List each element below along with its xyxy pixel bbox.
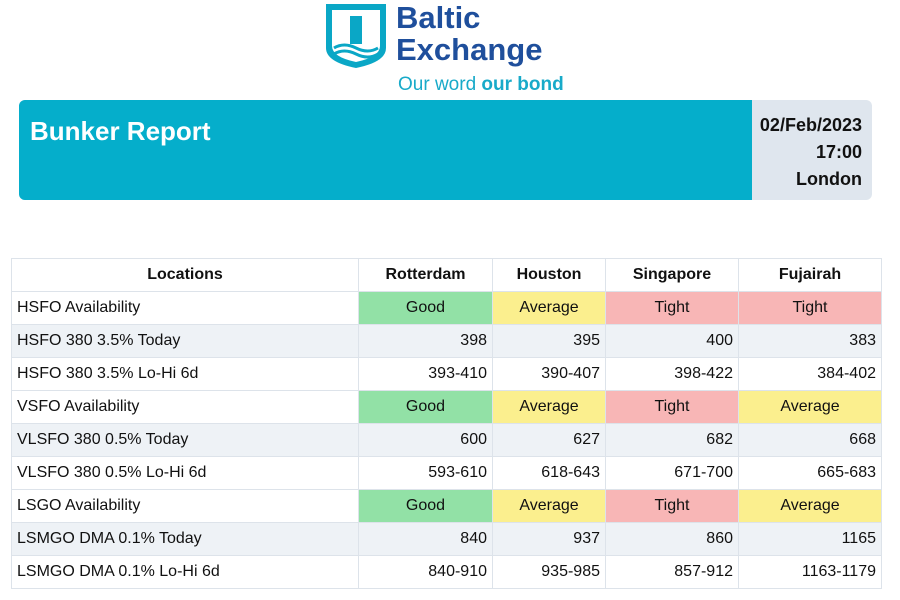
row-label: LSMGO DMA 0.1% Today [11,522,359,556]
row-label: VLSFO 380 0.5% Today [11,423,359,457]
table-row: VSFO Availability Good Average Tight Average [11,390,882,424]
table-row: HSFO 380 3.5% Lo-Hi 6d 393-410 390-407 398-… [11,357,882,391]
banner-location: London [796,169,862,189]
column-header: Locations [11,258,359,292]
availability-cell: Average [738,390,882,424]
banner-title: Bunker Report [30,116,211,146]
tagline-part: our bond [481,74,563,95]
price-cell: 671-700 [605,456,739,490]
row-label: VLSFO 380 0.5% Lo-Hi 6d [11,456,359,490]
banner-date: 02/Feb/2023 [759,115,862,135]
banner-meta: 02/Feb/2023 17:00 London [760,112,862,193]
availability-cell: Tight [605,390,739,424]
price-cell: 1163-1179 [738,555,882,589]
availability-cell: Tight [605,489,739,523]
header-row: Locations Rotterdam Houston Singapore Fujair… [11,258,882,292]
row-label: HSFO 380 3.5% Today [11,324,359,358]
column-header: Houston [492,258,606,292]
banner: Bunker Report 02/Feb/2023 17:00 London [19,100,872,200]
table-row: HSFO Availability Good Average Tight Tight [11,291,882,325]
price-cell: 1165 [738,522,882,556]
row-label: LSMGO DMA 0.1% Lo-Hi 6d [11,555,359,589]
price-cell: 593-610 [358,456,493,490]
price-cell: 398 [358,324,493,358]
price-table: Locations Rotterdam Houston Singapore Fujair… [11,258,882,589]
row-label: LSGO Availability [11,489,359,523]
availability-cell: Tight [605,291,739,325]
tagline-part: Our word [398,74,476,95]
price-cell: 627 [492,423,606,457]
column-header: Rotterdam [358,258,493,292]
availability-cell: Average [738,489,882,523]
logo-name: Exchange [396,32,542,67]
availability-cell: Good [358,291,493,325]
price-cell: 682 [605,423,739,457]
table-row: LSGO Availability Good Average Tight Average [11,489,882,523]
price-cell: 860 [605,522,739,556]
row-label: VSFO Availability [11,390,359,424]
availability-cell: Tight [738,291,882,325]
availability-cell: Good [358,489,493,523]
availability-cell: Average [492,489,606,523]
price-cell: 935-985 [492,555,606,589]
row-label: HSFO Availability [11,291,359,325]
logo: Baltic Exchange Our word our bond [326,0,564,95]
column-header: Singapore [605,258,739,292]
price-cell: 398-422 [605,357,739,391]
banner-band [19,100,752,200]
price-cell: 383 [738,324,882,358]
logo-waves [333,43,379,59]
column-header: Fujairah [738,258,882,292]
availability-cell: Average [492,291,606,325]
table-body: HSFO Availability Good Average Tight Tight HS… [11,291,882,589]
price-cell: 390-407 [492,357,606,391]
price-cell: 668 [738,423,882,457]
price-cell: 618-643 [492,456,606,490]
banner-time: 17:00 [815,142,862,162]
price-cell: 400 [605,324,739,358]
availability-cell: Average [492,390,606,424]
price-cell: 395 [492,324,606,358]
price-cell: 840-910 [358,555,493,589]
price-cell: 600 [358,423,493,457]
price-cell: 857-912 [605,555,739,589]
logo-tagline: Our word our bond [398,74,564,95]
price-cell: 393-410 [358,357,493,391]
table-row: LSMGO DMA 0.1% Today 840 937 860 1165 [11,522,882,556]
table-row: VLSFO 380 0.5% Today 600 627 682 668 [11,423,882,457]
table-row: HSFO 380 3.5% Today 398 395 400 383 [11,324,882,358]
availability-cell: Good [358,390,493,424]
price-cell: 840 [358,522,493,556]
logo-lighthouse [350,16,362,44]
price-cell: 384-402 [738,357,882,391]
table-row: VLSFO 380 0.5% Lo-Hi 6d 593-610 618-643 671… [11,456,882,490]
row-label: HSFO 380 3.5% Lo-Hi 6d [11,357,359,391]
price-cell: 937 [492,522,606,556]
price-cell: 665-683 [738,456,882,490]
logo-name: Baltic [396,0,480,35]
table-row: LSMGO DMA 0.1% Lo-Hi 6d 840-910 935-985 857… [11,555,882,589]
